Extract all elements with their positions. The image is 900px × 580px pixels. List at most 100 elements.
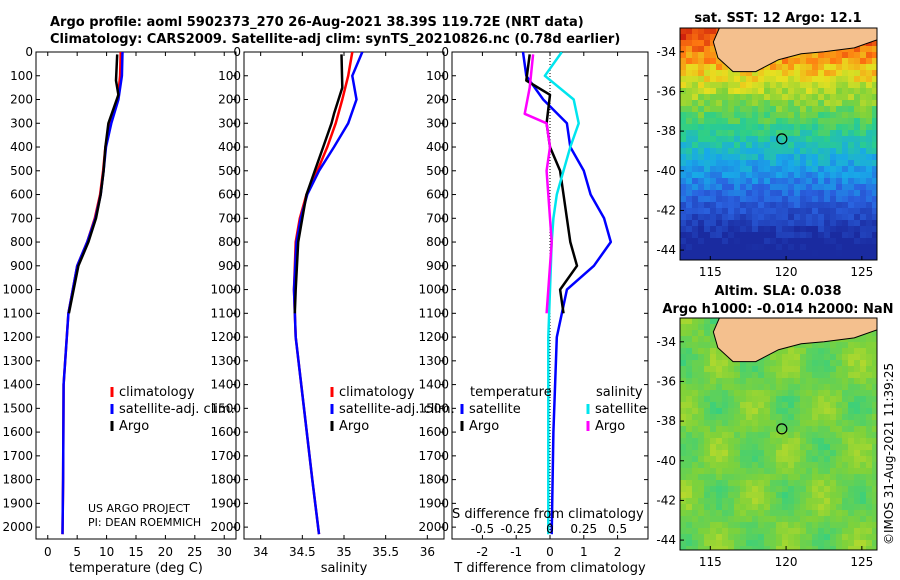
map-cell bbox=[680, 480, 686, 486]
map-cell bbox=[776, 450, 782, 456]
map-cell bbox=[764, 360, 770, 366]
map-cell bbox=[842, 70, 848, 76]
map-cell bbox=[758, 450, 764, 456]
map-cell bbox=[824, 492, 830, 498]
map-cell bbox=[788, 468, 794, 474]
map-cell bbox=[746, 100, 752, 106]
map-cell bbox=[782, 166, 788, 172]
map-cell bbox=[806, 112, 812, 118]
map-cell bbox=[818, 498, 824, 504]
map-cell bbox=[866, 468, 872, 474]
map-cell bbox=[782, 184, 788, 190]
map-cell bbox=[728, 124, 734, 130]
map-cell bbox=[722, 486, 728, 492]
map-cell bbox=[704, 516, 710, 522]
map-cell bbox=[866, 408, 872, 414]
map-cell bbox=[806, 148, 812, 154]
map-cell bbox=[842, 106, 848, 112]
map-cell bbox=[842, 76, 848, 82]
map-cell bbox=[746, 112, 752, 118]
map-cell bbox=[812, 112, 818, 118]
map-cell bbox=[806, 468, 812, 474]
map-cell bbox=[776, 112, 782, 118]
y-tick-label: 1300 bbox=[418, 354, 449, 368]
map-cell bbox=[830, 94, 836, 100]
map-cell bbox=[836, 462, 842, 468]
map-cell bbox=[704, 106, 710, 112]
map-cell bbox=[716, 426, 722, 432]
map-cell bbox=[692, 504, 698, 510]
map-cell bbox=[776, 70, 782, 76]
map-cell bbox=[728, 450, 734, 456]
x-axis-label: T difference from climatology bbox=[453, 561, 646, 576]
map-cell bbox=[704, 88, 710, 94]
map-cell bbox=[782, 142, 788, 148]
map-cell bbox=[704, 76, 710, 82]
map-cell bbox=[866, 118, 872, 124]
map-cell bbox=[734, 136, 740, 142]
map-cell bbox=[698, 348, 704, 354]
map-cell bbox=[710, 256, 716, 260]
y-tick-label: 1200 bbox=[2, 330, 33, 344]
map-cell bbox=[740, 534, 746, 540]
map-cell bbox=[800, 148, 806, 154]
map-cell bbox=[800, 366, 806, 372]
map-cell bbox=[836, 250, 842, 256]
map-cell bbox=[704, 438, 710, 444]
map-cell bbox=[686, 34, 692, 40]
map-cell bbox=[836, 396, 842, 402]
map-cell bbox=[698, 462, 704, 468]
map-cell bbox=[854, 220, 860, 226]
map-cell bbox=[686, 522, 692, 528]
map-cell bbox=[782, 420, 788, 426]
map-cell bbox=[794, 226, 800, 232]
map-cell bbox=[740, 214, 746, 220]
map-cell bbox=[686, 64, 692, 70]
map-cell bbox=[794, 408, 800, 414]
map-cell bbox=[860, 456, 866, 462]
map-cell bbox=[680, 360, 686, 366]
map-cell bbox=[710, 522, 716, 528]
map-cell bbox=[740, 402, 746, 408]
map-cell bbox=[704, 70, 710, 76]
map-cell bbox=[818, 450, 824, 456]
map-cell bbox=[830, 522, 836, 528]
map-cell bbox=[716, 112, 722, 118]
map-cell bbox=[764, 250, 770, 256]
map-cell bbox=[806, 124, 812, 130]
map-cell bbox=[734, 468, 740, 474]
map-cell bbox=[680, 76, 686, 82]
map-cell bbox=[854, 438, 860, 444]
map-cell bbox=[764, 244, 770, 250]
map-cell bbox=[734, 166, 740, 172]
map-cell bbox=[764, 238, 770, 244]
map-cell bbox=[776, 94, 782, 100]
map-cell bbox=[770, 396, 776, 402]
map-cell bbox=[860, 480, 866, 486]
map-cell bbox=[836, 220, 842, 226]
map-cell bbox=[722, 196, 728, 202]
map-cell bbox=[728, 414, 734, 420]
map-cell bbox=[794, 432, 800, 438]
map-cell bbox=[716, 238, 722, 244]
y-tick-label: 600 bbox=[10, 188, 33, 202]
map-cell bbox=[770, 492, 776, 498]
map-cell bbox=[770, 106, 776, 112]
map-cell bbox=[704, 46, 710, 52]
map-cell bbox=[830, 360, 836, 366]
map-cell bbox=[722, 480, 728, 486]
map-cell bbox=[782, 94, 788, 100]
map-cell bbox=[770, 402, 776, 408]
argo-position-marker bbox=[776, 133, 788, 145]
y-tick-label: 1300 bbox=[2, 354, 33, 368]
map-cell bbox=[800, 112, 806, 118]
map-cell bbox=[836, 166, 842, 172]
map-cell bbox=[698, 402, 704, 408]
map-cell bbox=[716, 456, 722, 462]
map-cell bbox=[710, 384, 716, 390]
map-cell bbox=[764, 256, 770, 260]
map-cell bbox=[788, 432, 794, 438]
map-cell bbox=[692, 70, 698, 76]
map-cell bbox=[818, 256, 824, 260]
map-cell bbox=[836, 414, 842, 420]
